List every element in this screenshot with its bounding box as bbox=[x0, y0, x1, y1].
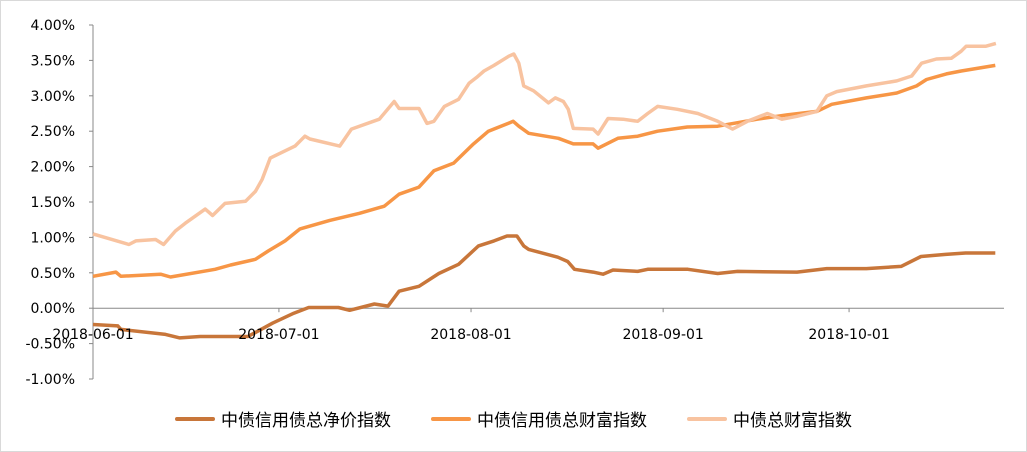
y-tick-label: 0.50% bbox=[31, 266, 75, 282]
legend-item-credit-wealth: 中债信用债总财富指数 bbox=[431, 406, 647, 431]
series-line-0 bbox=[92, 234, 996, 340]
y-tick-label: 1.50% bbox=[31, 195, 75, 211]
y-tick-label: 4.00% bbox=[31, 18, 75, 34]
x-tick-label: 2018-10-01 bbox=[808, 327, 889, 343]
series-line-1 bbox=[92, 63, 996, 279]
legend-label: 中债信用债总净价指数 bbox=[221, 411, 391, 431]
y-tick-label: 2.00% bbox=[31, 160, 75, 176]
y-tick-label: -1.00% bbox=[25, 372, 75, 388]
x-tick-label: 2018-06-01 bbox=[52, 327, 133, 343]
y-tick-label: 1.00% bbox=[31, 230, 75, 246]
y-tick-label: -0.50% bbox=[25, 337, 75, 353]
y-tick-label: 3.50% bbox=[31, 53, 75, 69]
legend-swatch bbox=[175, 416, 215, 421]
legend-label: 中债信用债总财富指数 bbox=[477, 411, 647, 431]
x-tick-label: 2018-07-01 bbox=[238, 327, 319, 343]
legend: 中债信用债总净价指数 中债信用债总财富指数 中债总财富指数 bbox=[1, 406, 1026, 431]
x-tick-label: 2018-09-01 bbox=[622, 327, 703, 343]
legend-label: 中债总财富指数 bbox=[733, 411, 852, 431]
series-line-2 bbox=[92, 41, 997, 247]
legend-item-total-wealth: 中债总财富指数 bbox=[687, 406, 852, 431]
legend-item-net-price: 中债信用债总净价指数 bbox=[175, 406, 391, 431]
legend-swatch bbox=[687, 416, 727, 421]
x-tick-label: 2018-08-01 bbox=[430, 327, 511, 343]
y-tick-label: 2.50% bbox=[31, 124, 75, 140]
legend-swatch bbox=[431, 416, 471, 421]
y-tick-label: 0.00% bbox=[31, 301, 75, 317]
y-tick-label: 3.00% bbox=[31, 89, 75, 105]
